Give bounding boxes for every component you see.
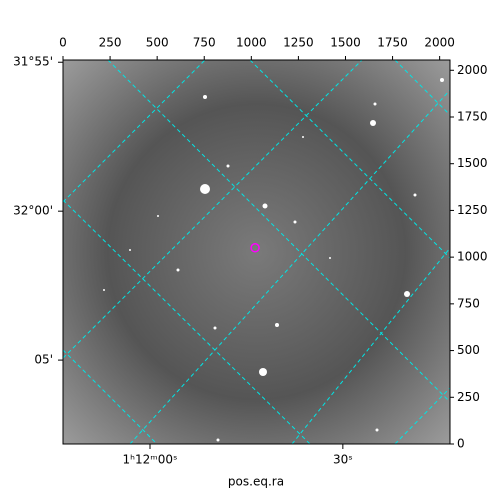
target-marker xyxy=(250,243,260,253)
y-tick-label: 750 xyxy=(457,296,480,310)
x-tick-label: 1250 xyxy=(283,36,314,50)
wcs-y-tick-label: 32°00' xyxy=(13,204,53,218)
frame xyxy=(62,59,451,445)
x-tick-label: 2000 xyxy=(424,36,455,50)
x-tick-label: 1000 xyxy=(236,36,267,50)
wcs-y-tick-label: 31°55' xyxy=(13,55,53,69)
y-tick-label: 1250 xyxy=(457,203,488,217)
x-axis-label: pos.eq.ra xyxy=(228,475,284,489)
y-tick-label: 1750 xyxy=(457,109,488,123)
x-tick-label: 500 xyxy=(146,36,169,50)
x-tick-label: 750 xyxy=(193,36,216,50)
stars xyxy=(103,78,444,442)
wcs-y-tick-label: 05' xyxy=(34,353,53,367)
coordinate-grid xyxy=(63,60,450,444)
y-tick-label: 0 xyxy=(457,437,465,451)
y-tick-label: 250 xyxy=(457,390,480,404)
x-tick-label: 0 xyxy=(59,36,67,50)
x-tick-label: 1750 xyxy=(377,36,408,50)
x-tick-label: 1500 xyxy=(330,36,361,50)
wcs-x-tick-label: 30ˢ xyxy=(333,453,353,467)
y-tick-label: 2000 xyxy=(457,63,488,77)
y-tick-label: 500 xyxy=(457,343,480,357)
y-tick-label: 1000 xyxy=(457,250,488,264)
y-tick-label: 1500 xyxy=(457,156,488,170)
wcs-x-tick-label: 1ʰ12ᵐ00ˢ xyxy=(123,453,178,467)
x-tick-label: 250 xyxy=(99,36,122,50)
